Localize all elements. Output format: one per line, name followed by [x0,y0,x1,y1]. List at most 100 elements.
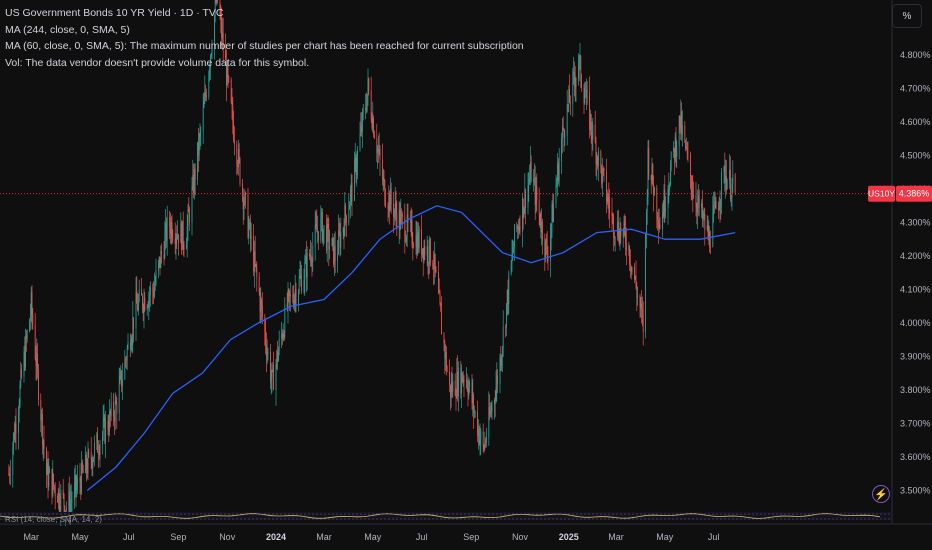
candle-body [60,489,62,511]
candle-body [401,214,402,215]
candle-body [622,229,624,237]
candle-body [445,351,446,359]
x-tick-label: Sep [170,532,186,542]
candle-body [234,139,235,145]
candle-body [320,216,322,241]
candle-body [194,168,195,194]
candle-body [601,165,602,184]
candle-body [298,291,299,304]
unit-toggle-button[interactable]: % [892,4,922,28]
candle-body [376,138,378,154]
symbol-price-tag-text: US10Y [868,189,895,199]
candle-body [631,266,633,272]
symbol-title[interactable]: US Government Bonds 10 YR Yield · 1D · T… [5,7,224,19]
candle-body [463,379,465,382]
candle-body [480,431,482,439]
candle-body [181,223,182,250]
candle-body [461,372,462,394]
candle-body [473,395,474,413]
candle-body [254,251,256,265]
ma-60-label[interactable]: MA (60, close, 0, SMA, 5): The maximum n… [5,40,524,52]
candle-body [686,146,688,153]
candle-body [143,297,145,313]
candle-body [21,369,22,377]
candle-body [318,231,319,241]
candle-body [214,15,215,50]
candle-body [684,125,686,140]
candle-body [597,156,598,167]
candle-body [578,65,579,79]
candle-body [712,212,714,247]
candle-body [26,331,28,340]
candle-body [518,225,520,231]
candle-body [132,317,134,339]
candle-body [394,210,395,218]
candle-body [54,485,55,487]
candle-body [608,196,610,206]
candle-body [714,200,716,206]
y-tick-label: 3.600% [900,452,931,462]
candle-body [210,56,211,69]
y-tick-label: 4.800% [900,50,931,60]
candle-body [309,252,310,257]
rsi-label[interactable]: RSI (14, close, SMA, 14, 2) [5,515,102,524]
candle-body [322,229,324,241]
candle-body [530,162,531,179]
candle-body [82,462,83,471]
candle-body [696,207,698,213]
candle-body [556,180,558,187]
candle-body [642,313,644,332]
candle-body [104,417,106,442]
y-tick-label: 4.100% [900,285,931,295]
candle-body [580,56,582,82]
candle-body [538,200,540,214]
candle-body [286,304,288,307]
candle-body [506,303,507,328]
candle-body [228,77,230,80]
ma-244-label[interactable]: MA (244, close, 0, SMA, 5) [5,23,130,36]
candle-body [270,378,272,383]
candle-body [295,289,297,304]
candle-body [603,168,605,172]
candle-body [79,477,81,483]
candle-body [186,245,187,250]
candle-body [34,325,36,359]
candle-body [598,151,599,167]
candle-body [635,276,637,288]
candle-body [653,183,654,196]
candle-body [254,251,255,272]
candle-body [158,261,159,271]
candle-body [97,433,98,453]
candle-body [221,18,222,39]
candle-body [647,148,649,198]
candle-body [462,379,464,383]
candle-body [271,370,273,379]
candle-body [690,154,691,177]
candle-body [300,275,302,277]
candle-body [197,141,198,180]
volume-label[interactable]: Vol: The data vendor doesn't provide vol… [5,56,310,69]
candle-body [42,413,43,445]
candle-body [619,227,621,245]
candle-body [698,195,699,203]
candle-body [8,473,10,475]
candle-body [466,379,468,389]
candle-body [496,375,498,387]
candle-body [535,186,537,205]
lightning-icon[interactable]: ⚡ [872,485,890,503]
candle-body [534,177,536,205]
candle-body [312,245,314,263]
candle-body [536,186,538,201]
candle-body [458,367,459,397]
x-tick-label: Nov [219,532,236,542]
symbol-price-tag [868,185,895,202]
candle-body [545,239,546,258]
candle-body [119,375,121,384]
candle-body [188,208,190,212]
candle-body [541,221,542,233]
x-tick-label: Nov [512,532,529,542]
candle-body [160,250,162,268]
candle-body [138,289,140,301]
